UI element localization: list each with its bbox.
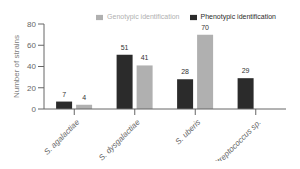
svg-text:S. agalactiae: S. agalactiae: [42, 117, 81, 156]
svg-text:60: 60: [27, 41, 36, 50]
svg-text:20: 20: [27, 84, 36, 93]
svg-text:S. uberis: S. uberis: [174, 118, 203, 147]
svg-text:Number of strains: Number of strains: [12, 35, 21, 98]
svg-text:80: 80: [27, 20, 36, 29]
svg-text:29: 29: [242, 67, 250, 74]
svg-text:51: 51: [121, 44, 129, 51]
svg-text:S. dysgalactiae: S. dysgalactiae: [97, 117, 142, 161]
html-text:Phenotypic identification: Phenotypic identification: [200, 13, 276, 20]
svg-text:41: 41: [141, 54, 149, 61]
html-text:Genotypic identification: Genotypic identification: [107, 13, 180, 20]
svg-text:40: 40: [27, 62, 36, 71]
svg-text:0: 0: [32, 105, 37, 114]
svg-text:28: 28: [181, 68, 189, 75]
svg-text:7: 7: [62, 91, 66, 98]
svg-text:Streptococcus sp.: Streptococcus sp.: [211, 118, 262, 161]
svg-text:4: 4: [82, 94, 86, 101]
svg-text:70: 70: [201, 24, 209, 31]
